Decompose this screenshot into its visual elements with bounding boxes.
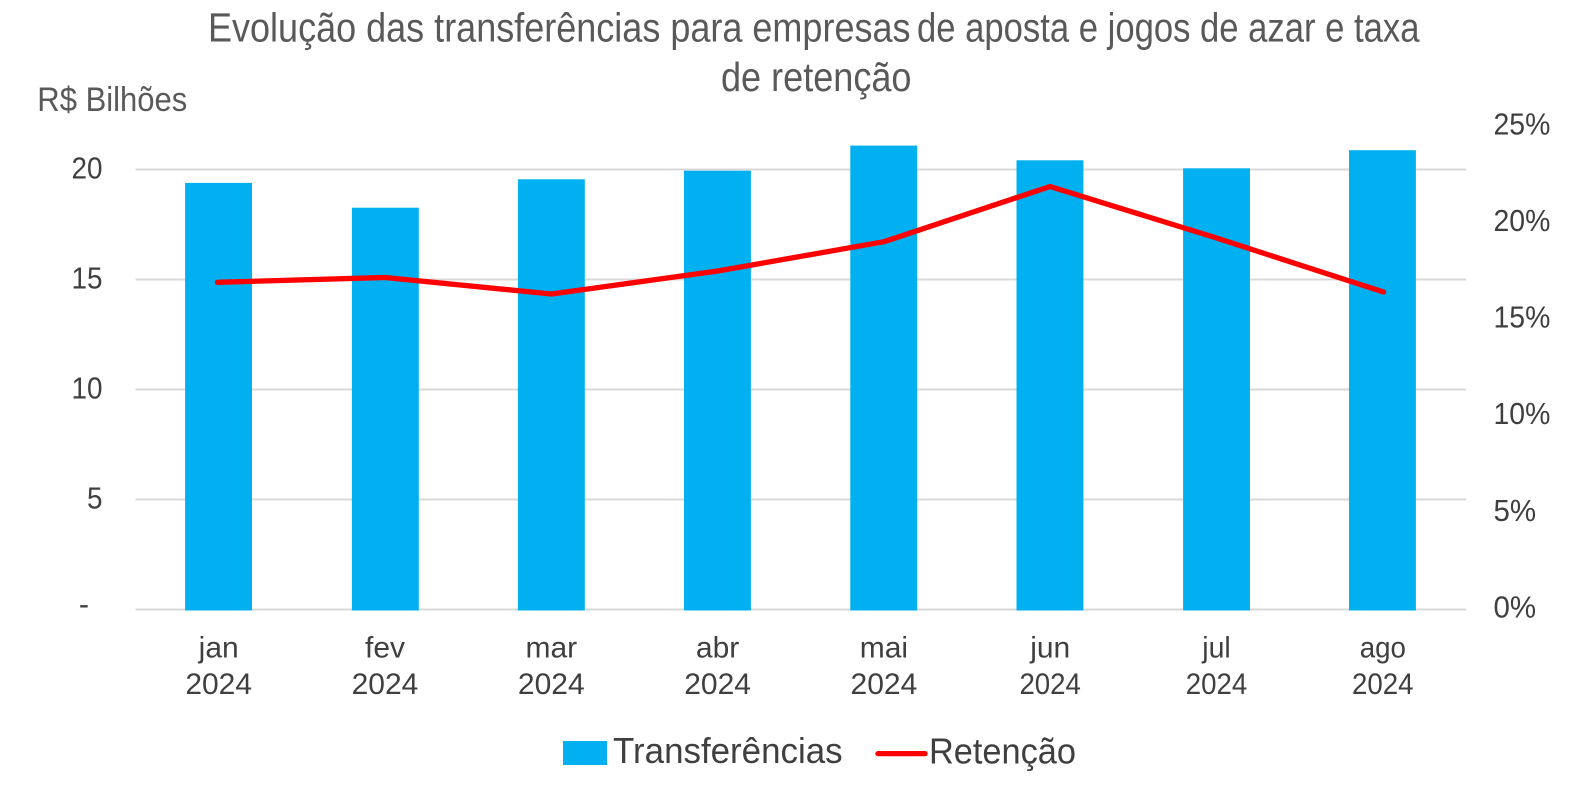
svg-text:Evolução das transferências pa: Evolução das transferências para empresa… (208, 5, 911, 51)
svg-text:2024: 2024 (1019, 668, 1081, 701)
svg-text:jan: jan (198, 631, 239, 664)
svg-text:mai: mai (860, 631, 908, 664)
svg-text:10%: 10% (1494, 397, 1551, 431)
svg-text:Transferências: Transferências (613, 730, 843, 771)
svg-text:fev: fev (365, 631, 405, 664)
svg-text:2024: 2024 (851, 668, 918, 701)
svg-text:2024: 2024 (1186, 668, 1248, 701)
svg-text:2024: 2024 (185, 668, 252, 701)
svg-text:de aposta e jogos de azar e ta: de aposta e jogos de azar e taxa (917, 5, 1420, 51)
svg-text:25%: 25% (1494, 107, 1551, 141)
svg-text:Retenção: Retenção (929, 730, 1076, 771)
svg-text:0%: 0% (1494, 590, 1537, 624)
svg-text:15: 15 (72, 262, 103, 296)
svg-text:-: - (79, 587, 89, 621)
svg-text:abr: abr (696, 631, 739, 664)
svg-text:de retenção: de retenção (721, 54, 912, 100)
svg-text:10: 10 (72, 372, 103, 406)
svg-text:2024: 2024 (518, 668, 585, 701)
svg-text:2024: 2024 (1352, 668, 1414, 701)
svg-text:R$ Bilhões: R$ Bilhões (37, 81, 187, 119)
svg-text:jun: jun (1029, 631, 1070, 664)
svg-text:15%: 15% (1494, 301, 1551, 335)
svg-text:20: 20 (72, 152, 103, 186)
svg-text:5: 5 (87, 482, 103, 516)
svg-text:2024: 2024 (684, 668, 751, 701)
svg-text:20%: 20% (1494, 204, 1551, 238)
svg-text:jul: jul (1201, 631, 1230, 664)
svg-text:ago: ago (1360, 631, 1406, 664)
svg-text:mar: mar (525, 631, 577, 664)
svg-text:2024: 2024 (352, 668, 419, 701)
svg-text:5%: 5% (1494, 494, 1537, 528)
